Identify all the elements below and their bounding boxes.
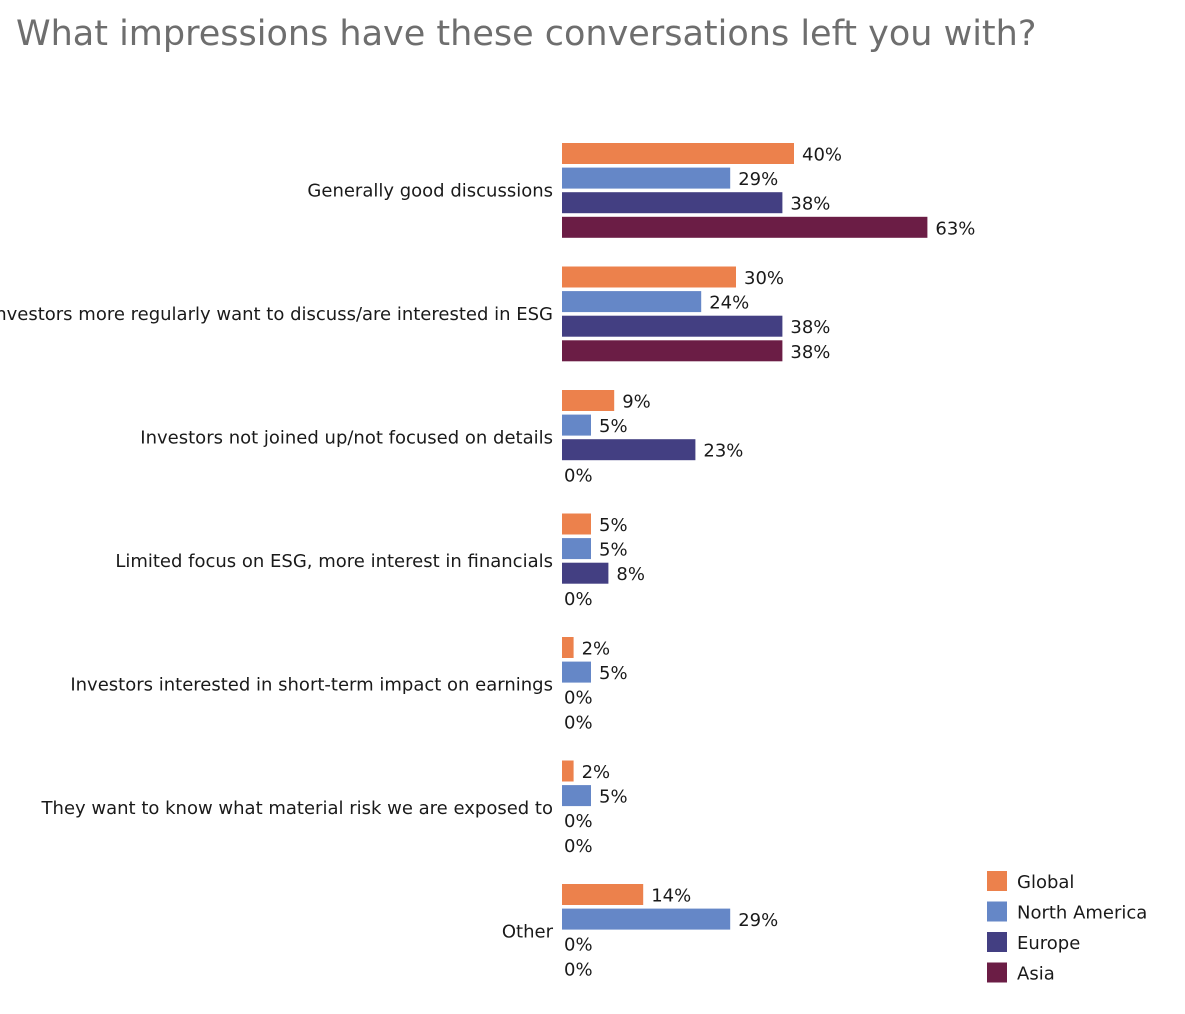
- data-label: 38%: [790, 317, 830, 338]
- category-label: Investors more regularly want to discuss…: [0, 304, 553, 325]
- legend-swatch-global: [987, 871, 1007, 891]
- bar-europe: [562, 439, 696, 461]
- category-label: Limited focus on ESG, more interest in f…: [115, 551, 553, 572]
- data-label: 0%: [564, 688, 593, 709]
- data-label: 9%: [622, 392, 651, 413]
- bar-north-america: [562, 785, 591, 807]
- category-label: Other: [502, 921, 554, 942]
- data-label: 0%: [564, 836, 593, 857]
- bar-north-america: [562, 538, 591, 560]
- chart-title: What impressions have these conversation…: [16, 14, 1036, 54]
- category-label: Investors interested in short-term impac…: [70, 674, 553, 695]
- bar-north-america: [562, 661, 591, 683]
- data-label: 2%: [582, 639, 611, 660]
- data-label: 24%: [709, 293, 749, 314]
- bar-north-america: [562, 414, 591, 436]
- data-label: 0%: [564, 935, 593, 956]
- data-label: 0%: [564, 959, 593, 980]
- data-label: 5%: [599, 416, 628, 437]
- legend-label: Asia: [1017, 964, 1055, 985]
- bar-asia: [562, 340, 783, 362]
- bar-europe: [562, 315, 783, 337]
- bar-north-america: [562, 291, 702, 313]
- data-label: 5%: [599, 540, 628, 561]
- data-label: 0%: [564, 712, 593, 733]
- category-label: Generally good discussions: [307, 180, 553, 201]
- bar-north-america: [562, 167, 731, 189]
- data-label: 38%: [790, 342, 830, 363]
- bar-global: [562, 513, 591, 535]
- bar-north-america: [562, 908, 731, 930]
- value-labels: 40% 29% 38% 63% 30% 24% 38% 38% 9% 5% 23% 0% 5% 5% 8% 0…: [564, 145, 975, 981]
- bar-global: [562, 884, 644, 905]
- bar-global: [562, 266, 736, 288]
- data-label: 38%: [790, 194, 830, 215]
- bar-global: [562, 143, 794, 164]
- bars: [562, 143, 928, 930]
- legend-label: North America: [1017, 903, 1147, 924]
- legend-swatch-europe: [987, 932, 1007, 952]
- bar-asia: [562, 216, 928, 238]
- data-label: 29%: [738, 169, 778, 190]
- category-labels: Generally good discussions Investors more…: [0, 180, 554, 942]
- bar-global: [562, 390, 615, 411]
- bar-europe: [562, 562, 609, 584]
- category-label: They want to know what material risk we …: [41, 798, 553, 819]
- legend-swatch-north-america: [987, 901, 1007, 922]
- data-label: 5%: [599, 663, 628, 684]
- data-label: 8%: [616, 564, 645, 585]
- data-label: 5%: [599, 787, 628, 808]
- data-label: 2%: [582, 762, 611, 783]
- legend-label: Europe: [1017, 933, 1080, 954]
- bar-europe: [562, 192, 783, 214]
- data-label: 14%: [651, 886, 691, 907]
- data-label: 63%: [935, 218, 975, 239]
- legend-swatch-asia: [987, 962, 1007, 983]
- data-label: 29%: [738, 910, 778, 931]
- bar-global: [562, 637, 574, 658]
- data-label: 30%: [744, 268, 784, 289]
- data-label: 0%: [564, 465, 593, 486]
- data-label: 23%: [703, 441, 743, 462]
- legend: Global North America Europe Asia: [987, 871, 1147, 985]
- category-label: Investors not joined up/not focused on d…: [140, 427, 553, 448]
- data-label: 0%: [564, 811, 593, 832]
- data-label: 40%: [802, 145, 842, 166]
- data-label: 0%: [564, 589, 593, 610]
- legend-label: Global: [1017, 872, 1074, 893]
- data-label: 5%: [599, 515, 628, 536]
- bar-global: [562, 760, 574, 782]
